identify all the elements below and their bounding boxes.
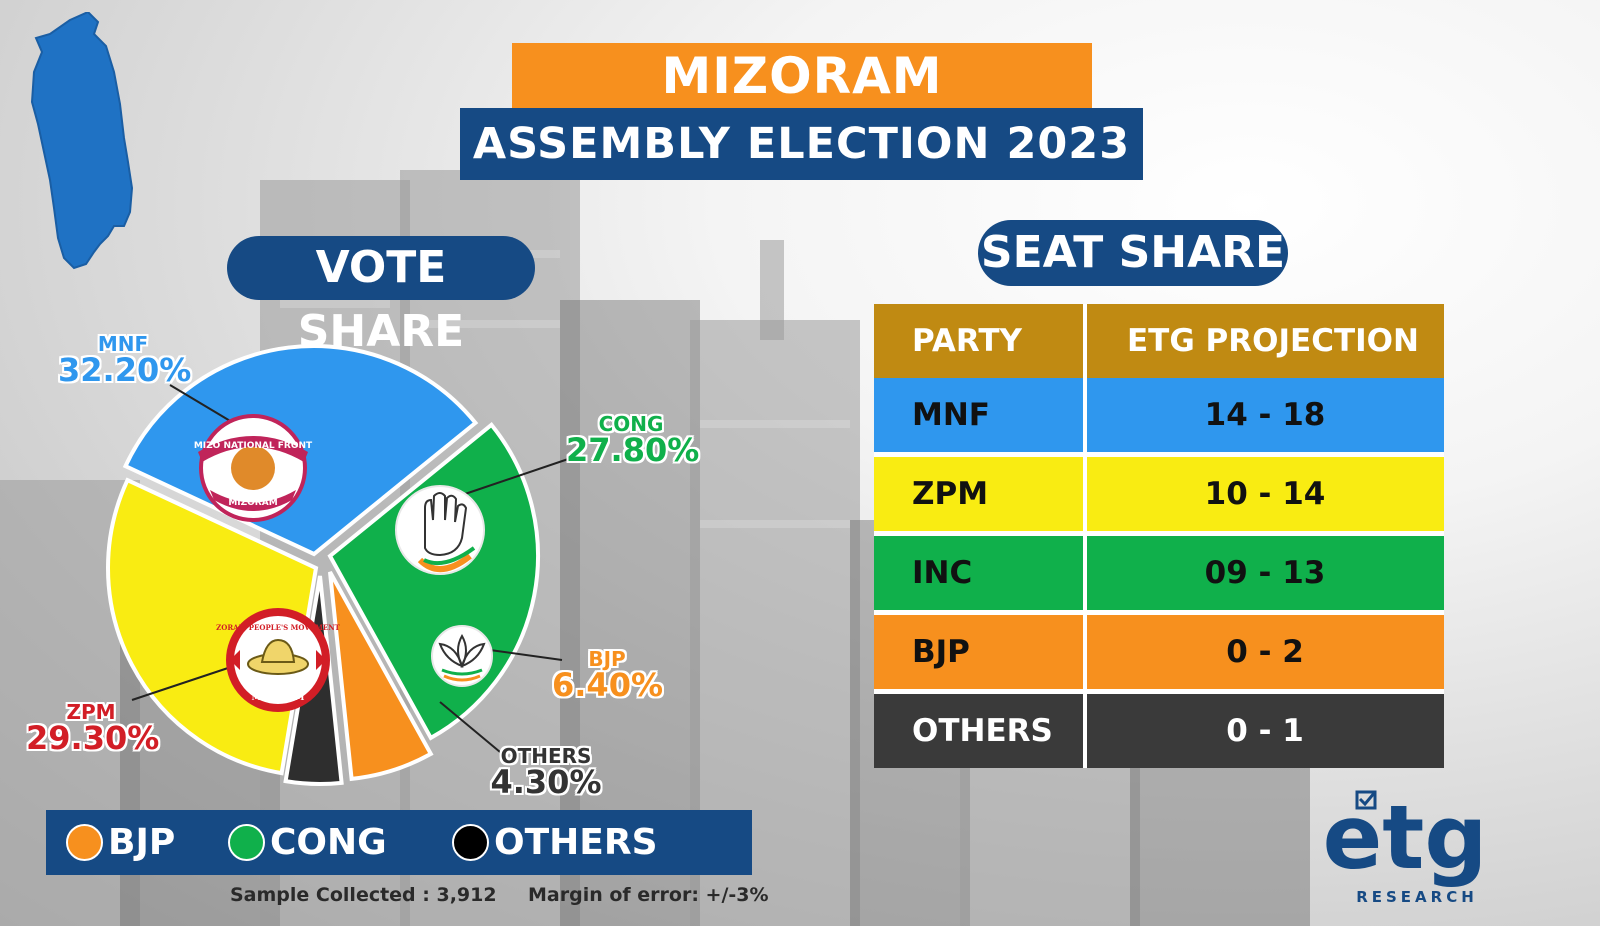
label-zpm-name: ZPM [66,700,116,724]
sample-size-text: Sample Collected : 3,912 [230,884,497,906]
projection-cell: 09 - 13 [1087,531,1444,610]
etg-tagline: RESEARCH [1356,888,1478,906]
page-subtitle: ASSEMBLY ELECTION 2023 [460,108,1143,180]
legend-others-label: OTHERS [494,822,658,863]
legend-cong-swatch [228,824,265,861]
table-row: OTHERS 0 - 1 [874,689,1444,768]
projection-cell: 14 - 18 [1087,378,1444,452]
table-row: MNF 14 - 18 [874,378,1444,452]
projection-cell: 0 - 2 [1087,610,1444,689]
legend-bjp-swatch [66,824,103,861]
party-cell: MNF [874,378,1087,452]
etg-research-logo: etg RESEARCH [1305,786,1525,910]
legend-others-swatch [452,824,489,861]
zpm-logo-text-top: ZORAM PEOPLE'S MOVEMENT [216,623,340,632]
label-mnf-name: MNF [97,332,149,356]
party-cell: BJP [874,610,1087,689]
table-row: ZPM 10 - 14 [874,452,1444,531]
label-cong-name: CONG [598,412,664,436]
label-cong-value: 27.80% [566,431,700,469]
mizoram-map-icon [30,12,134,270]
label-others-value: 4.30% [490,763,602,801]
label-others-name: OTHERS [500,744,592,768]
label-bjp-name: BJP [588,647,626,671]
legend-cong-label: CONG [270,822,387,863]
party-cell: INC [874,531,1087,610]
pie-slice-bjp [328,571,434,782]
vote-share-heading: VOTE SHARE [227,236,535,357]
mnf-logo-text-bottom: MIZORAM [228,498,277,508]
label-zpm: ZPM 29.30% [26,700,160,757]
party-cell: ZPM [874,452,1087,531]
column-header-projection: ETG PROJECTION [1087,304,1444,378]
table-header-row: PARTY ETG PROJECTION [874,304,1444,378]
label-mnf: MNF 32.20% [58,332,192,389]
leader-line-cong [461,454,581,496]
seat-share-heading: SEAT SHARE [978,220,1288,286]
legend: BJP CONG OTHERS [46,810,752,875]
etg-wordmark: etg [1323,790,1488,889]
etg-logo-mark: etg RESEARCH [1323,786,1488,906]
bjp-lotus-logo-icon [431,625,493,687]
table-row: BJP 0 - 2 [874,610,1444,689]
legend-bjp-label: BJP [108,822,176,863]
zpm-logo-icon: ZORAM PEOPLE'S MOVEMENT MIZORAM [216,608,341,712]
mnf-logo-icon: MIZO NATIONAL FRONT MIZORAM [194,414,313,522]
label-mnf-value: 32.20% [58,351,192,389]
margin-of-error-text: Margin of error: +/-3% [528,884,769,906]
label-bjp-value: 6.40% [552,666,664,704]
leader-line-others [439,701,501,753]
leader-line-bjp [489,649,563,661]
column-header-party: PARTY [874,304,1087,378]
mnf-logo-text-top: MIZO NATIONAL FRONT [194,441,313,451]
seat-share-table: PARTY ETG PROJECTION MNF 14 - 18 ZPM 10 - 1… [874,304,1444,768]
party-cell: OTHERS [874,689,1087,768]
label-bjp: BJP 6.40% [552,647,664,704]
congress-hand-logo-icon [395,485,485,575]
zpm-logo-text-bottom: MIZORAM [251,693,304,703]
label-zpm-value: 29.30% [26,719,160,757]
label-others: OTHERS 4.30% [486,746,606,798]
projection-cell: 10 - 14 [1087,452,1444,531]
checkbox-icon [1355,790,1377,810]
checkmark-icon [1358,791,1377,807]
table-row: INC 09 - 13 [874,531,1444,610]
projection-cell: 0 - 1 [1087,689,1444,768]
label-cong: CONG 27.80% [566,412,700,469]
page-title: MIZORAM [512,43,1092,109]
